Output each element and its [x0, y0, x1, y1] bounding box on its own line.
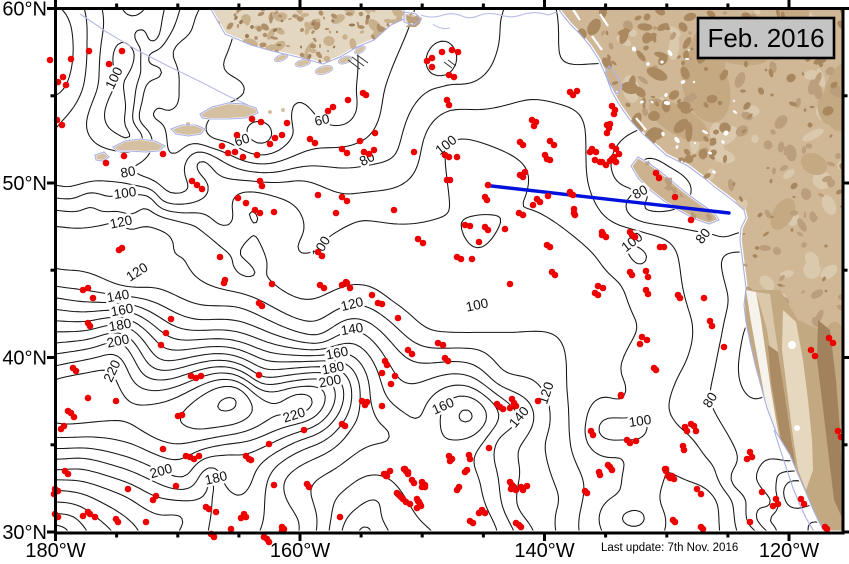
- svg-text:160: 160: [110, 301, 135, 320]
- svg-text:160°W: 160°W: [270, 540, 330, 562]
- svg-text:50°N: 50°N: [2, 173, 47, 195]
- svg-text:60°N: 60°N: [2, 0, 47, 21]
- svg-text:140: 140: [106, 287, 131, 306]
- svg-text:80: 80: [119, 163, 136, 180]
- svg-text:180: 180: [108, 316, 133, 335]
- svg-text:180°W: 180°W: [25, 540, 85, 562]
- svg-text:Last update: 7th Nov. 2016: Last update: 7th Nov. 2016: [601, 542, 738, 554]
- svg-text:40°N: 40°N: [2, 348, 47, 370]
- svg-text:120°W: 120°W: [759, 540, 819, 562]
- svg-text:100: 100: [113, 184, 137, 202]
- svg-text:60: 60: [313, 111, 331, 129]
- svg-text:140°W: 140°W: [514, 540, 574, 562]
- svg-text:140: 140: [340, 320, 365, 338]
- svg-text:Feb. 2016: Feb. 2016: [707, 23, 824, 53]
- svg-text:100: 100: [628, 412, 652, 430]
- svg-text:30°N: 30°N: [2, 522, 47, 544]
